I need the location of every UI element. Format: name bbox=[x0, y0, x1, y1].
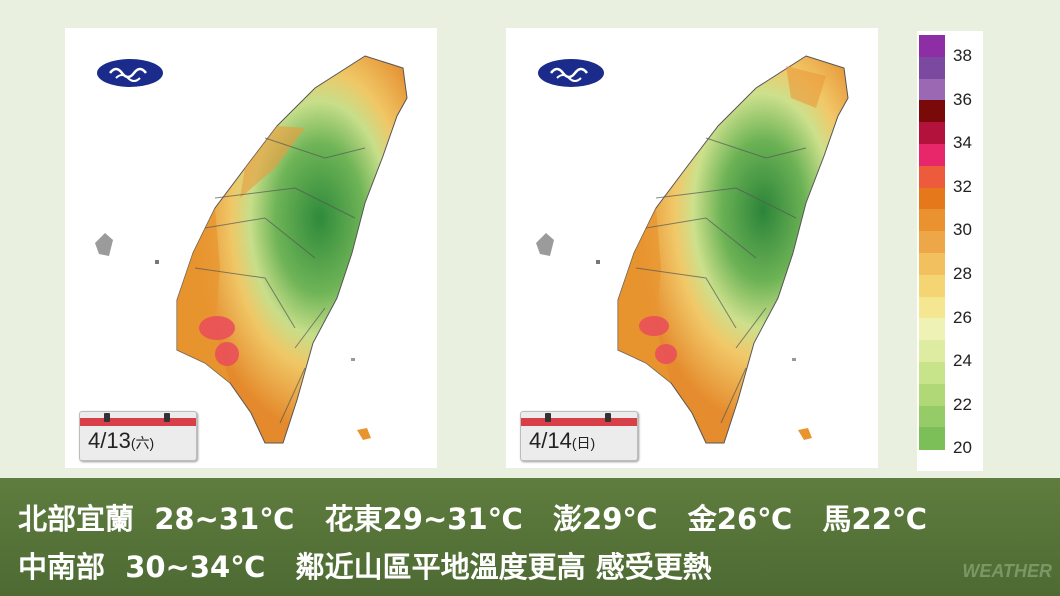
scale-swatch bbox=[919, 144, 945, 167]
scale-swatch bbox=[919, 405, 945, 428]
map-date: 4/13 bbox=[88, 428, 131, 453]
date-card: 4/13(六) bbox=[79, 411, 197, 461]
scale-tick-label: 28 bbox=[953, 264, 972, 283]
scale-tick-label: 34 bbox=[953, 133, 972, 153]
temperature-map-day2: 4/14(日) bbox=[506, 28, 878, 468]
scale-swatch bbox=[919, 427, 945, 450]
caption-line-1: 北部宜蘭 28~31℃ 花東29~31℃ 澎29℃ 金26℃ 馬22℃ bbox=[18, 502, 928, 536]
scale-tick-label: 38 bbox=[953, 46, 972, 65]
scale-tick-label: 24 bbox=[953, 351, 972, 371]
scale-swatch bbox=[919, 165, 945, 189]
caption-banner: 北部宜蘭 28~31℃ 花東29~31℃ 澎29℃ 金26℃ 馬22℃ 中南部 … bbox=[0, 478, 1060, 596]
scale-swatch bbox=[919, 187, 945, 210]
temperature-map-day1: 4/13(六) bbox=[65, 28, 437, 468]
scale-swatch bbox=[919, 35, 945, 58]
scale-swatch bbox=[919, 318, 945, 341]
scale-swatch bbox=[919, 209, 945, 232]
scale-tick-label: 36 bbox=[953, 89, 972, 109]
scale-swatch bbox=[919, 78, 945, 101]
scale-swatch bbox=[919, 231, 945, 254]
map-weekday: (日) bbox=[571, 435, 596, 451]
cwa-logo bbox=[96, 58, 164, 88]
scale-tick-label: 22 bbox=[953, 394, 972, 414]
scale-tick-label: 26 bbox=[953, 307, 972, 327]
watermark: WEATHER bbox=[962, 561, 1052, 581]
taiwan-temperature-map bbox=[95, 55, 408, 444]
map-weekday: (六) bbox=[130, 435, 155, 451]
date-card: 4/14(日) bbox=[520, 411, 638, 461]
scale-swatch bbox=[919, 100, 945, 123]
scale-swatch bbox=[919, 56, 945, 80]
scale-tick-label: 30 bbox=[953, 220, 972, 240]
taiwan-temperature-map bbox=[536, 55, 849, 444]
scale-swatch bbox=[919, 340, 945, 363]
scale-tick-label: 32 bbox=[953, 176, 972, 196]
scale-swatch bbox=[919, 296, 945, 319]
scale-swatch bbox=[919, 253, 945, 276]
caption-line-2: 中南部 30~34℃ 鄰近山區平地溫度更高 感受更熱 bbox=[18, 550, 712, 584]
temperature-color-scale: 38 36 34 32 30 28 26 24 22 20 bbox=[917, 31, 983, 471]
scale-swatch bbox=[919, 274, 945, 298]
scale-swatch bbox=[919, 122, 945, 145]
scale-swatch bbox=[919, 362, 945, 385]
scale-swatch bbox=[919, 383, 945, 407]
map-date: 4/14 bbox=[529, 428, 572, 453]
scale-tick-label: 20 bbox=[953, 438, 972, 458]
cwa-logo bbox=[537, 58, 605, 88]
